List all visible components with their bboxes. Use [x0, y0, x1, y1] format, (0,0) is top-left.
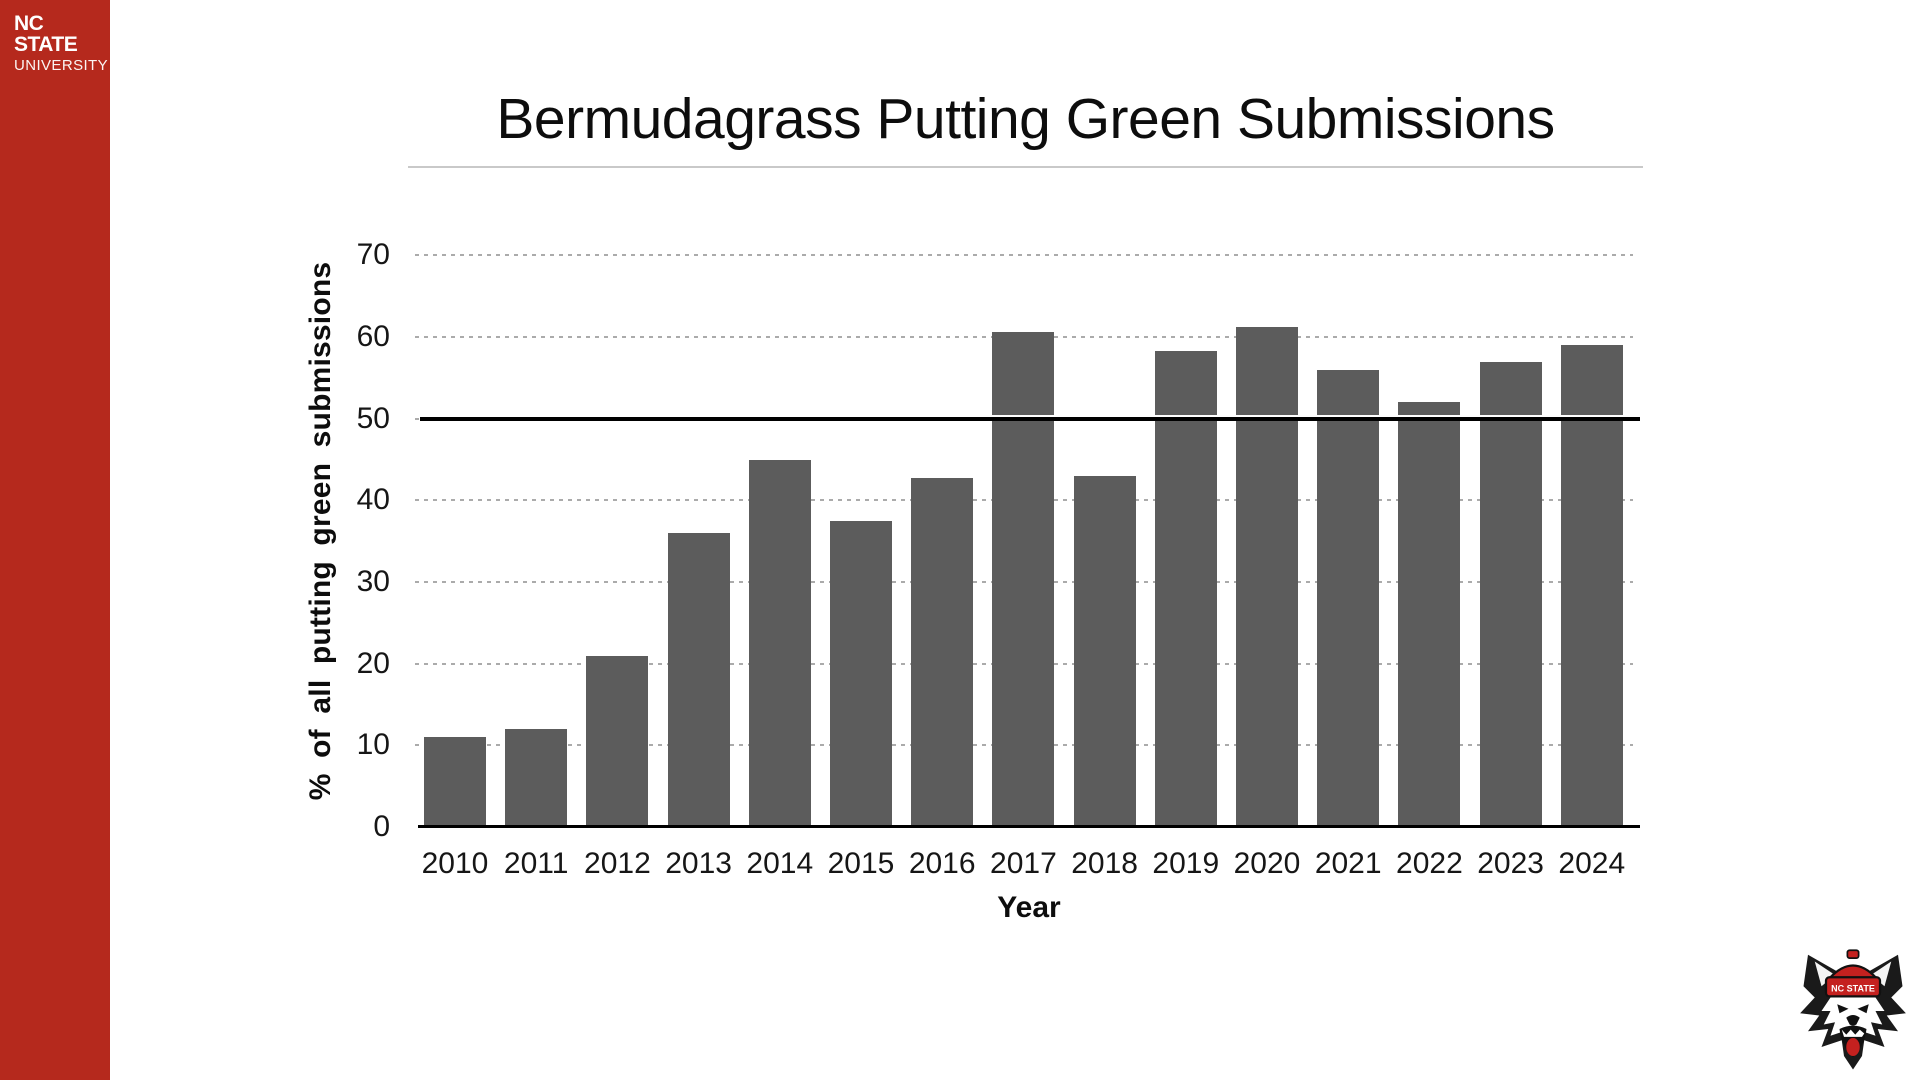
- wolf-inner-ear-left: [1814, 961, 1835, 987]
- y-tick-label-60: 60: [356, 320, 390, 354]
- x-tick-label-2016: 2016: [908, 847, 976, 880]
- plot-area: % of all putting green submissions Year …: [304, 235, 1640, 924]
- wolfhead-logo: NC STATE: [1800, 949, 1906, 1070]
- wolf-eye-left: [1837, 1004, 1849, 1014]
- wolf-teeth: [1841, 1029, 1865, 1037]
- bar-2024: [1560, 345, 1623, 827]
- bar-2020: [1236, 327, 1298, 827]
- x-axis-title: Year: [997, 891, 1061, 924]
- bar-2012: [586, 655, 649, 827]
- bar-2019: [1154, 350, 1217, 827]
- y-tick-label-40: 40: [356, 483, 390, 517]
- x-tick-label-2017: 2017: [990, 847, 1057, 880]
- bar-2010: [424, 737, 486, 827]
- y-tick-label-20: 20: [356, 646, 390, 680]
- page-title: Bermudagrass Putting Green Submissions: [496, 87, 1555, 151]
- bar-2021: [1317, 369, 1380, 827]
- x-tick-label-2013: 2013: [665, 847, 732, 880]
- x-tick-label-2021: 2021: [1314, 847, 1382, 880]
- x-tick-label-2011: 2011: [503, 847, 569, 880]
- bar-2018: [1073, 475, 1136, 827]
- x-tick-label-2014: 2014: [746, 847, 814, 880]
- x-tick-label-2015: 2015: [827, 847, 895, 880]
- x-tick-label-2023: 2023: [1477, 847, 1544, 880]
- wolf-nose: [1846, 1014, 1860, 1026]
- y-tick-label-50: 50: [356, 401, 390, 435]
- y-tick-label-10: 10: [356, 728, 390, 762]
- bar-2016: [911, 477, 974, 827]
- x-tick-label-2020: 2020: [1233, 847, 1301, 880]
- x-tick-label-2024: 2024: [1558, 847, 1626, 880]
- wordmark-line1: NC STATE: [14, 12, 78, 56]
- wolf-tongue: [1846, 1038, 1860, 1056]
- bar-2013: [667, 533, 730, 827]
- bar-2017: [992, 332, 1055, 827]
- bar-2023: [1479, 361, 1542, 827]
- title-divider: [408, 166, 1643, 168]
- bar-2015: [830, 520, 892, 827]
- y-tick-label-30: 30: [356, 565, 390, 599]
- wolf-eye-right: [1857, 1004, 1869, 1014]
- x-tick-label-2022: 2022: [1396, 847, 1463, 880]
- bar-2014: [748, 459, 811, 827]
- wordmark-line2: UNIVERSITY: [14, 57, 109, 74]
- bar-2011: [505, 729, 568, 827]
- bar-2022: [1398, 402, 1461, 827]
- x-axis-line: [418, 825, 1640, 828]
- sidebar: NC STATE UNIVERSITY: [0, 0, 110, 1080]
- x-tick-label-2012: 2012: [584, 847, 651, 880]
- wolf-cap-button: [1846, 949, 1860, 959]
- gridline-70: [415, 254, 1633, 257]
- x-tick-label-2018: 2018: [1071, 847, 1138, 880]
- x-tick-label-2010: 2010: [421, 847, 489, 880]
- nc-state-wordmark: NC STATE UNIVERSITY: [14, 13, 110, 73]
- x-tick-label-2019: 2019: [1152, 847, 1220, 880]
- wolf-cap-band: [1824, 976, 1882, 998]
- wolf-cap-text: NC STATE: [1831, 983, 1875, 993]
- reference-line-50pct: [420, 414, 1640, 421]
- wolf-inner-ear-right: [1871, 961, 1892, 987]
- y-tick-label-70: 70: [356, 238, 390, 272]
- y-tick-label-0: 0: [373, 810, 390, 843]
